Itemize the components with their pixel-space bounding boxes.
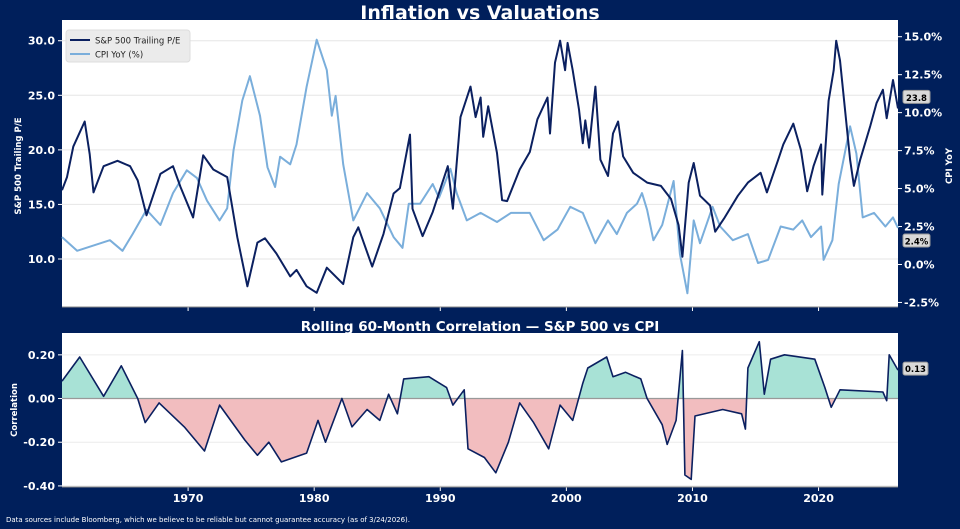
- legend-label: CPI YoY (%): [95, 51, 143, 61]
- y2-tick-label: 10.0%: [904, 107, 942, 120]
- top-chart: 10.0 15.0 20.0 25.0 30.0 -2.5% 0.0% 2.5% 5.0% 7.5…: [28, 20, 942, 311]
- y-tick-label: 30.0: [28, 35, 55, 48]
- bottom-chart: -0.40 -0.20 0.00 0.20 1970 1980 1990 2000 2010 20…: [23, 333, 929, 505]
- last-value-badge: [902, 233, 931, 248]
- top-y2-axis-label: CPI YoY: [945, 147, 955, 184]
- y-tick-label: 25.0: [28, 89, 55, 102]
- last-value-label: 2.4%: [905, 238, 929, 248]
- y2-tick-label: -2.5%: [904, 296, 939, 309]
- y-tick-label: 0.20: [28, 349, 55, 362]
- x-tick-label: 1980: [299, 492, 330, 505]
- x-tick-label: 2010: [677, 492, 708, 505]
- plot-area: [62, 20, 898, 307]
- legend-box: [65, 29, 191, 63]
- bottom-y-axis-label: Correlation: [10, 383, 20, 437]
- x-tick-label: 1970: [173, 492, 204, 505]
- y-tick-label: 20.0: [28, 144, 55, 157]
- legend-label: S&P 500 Trailing P/E: [95, 37, 180, 47]
- x-tick-label: 1990: [425, 492, 456, 505]
- legend: S&P 500 Trailing P/E CPI YoY (%): [65, 29, 191, 63]
- chart-title: Inflation vs Valuations: [360, 2, 599, 24]
- y2-tick-label: 7.5%: [904, 145, 935, 158]
- sp500-pe-line: [61, 39, 899, 294]
- cpi-yoy-line: [61, 38, 899, 295]
- bottom-chart-title: Rolling 60-Month Correlation — S&P 500 v…: [301, 319, 660, 335]
- y2-tick-label: 15.0%: [904, 31, 942, 44]
- y2-tick-label: 0.0%: [904, 258, 935, 271]
- last-value-label: 0.13: [905, 365, 926, 375]
- y-tick-label: 10.0: [28, 253, 55, 266]
- last-value-badge: [902, 361, 929, 376]
- y-tick-label: 15.0: [28, 198, 55, 211]
- y2-tick-label: 2.5%: [904, 221, 935, 234]
- correlation-line: [61, 340, 899, 481]
- positive-correlation-fill: [62, 341, 898, 399]
- y-tick-label: -0.40: [23, 480, 55, 493]
- x-tick-label: 2020: [803, 492, 834, 505]
- y2-tick-label: 12.5%: [904, 69, 942, 82]
- footer-disclaimer: Data sources include Bloomberg, which we…: [6, 516, 410, 524]
- x-tick-label: 2000: [551, 492, 582, 505]
- y-tick-label: -0.20: [23, 436, 55, 449]
- last-value-label: 23.8: [906, 94, 927, 104]
- y2-tick-label: 5.0%: [904, 183, 935, 196]
- top-y-axis-label: S&P 500 Trailing P/E: [14, 117, 24, 214]
- last-value-badge: [902, 89, 931, 104]
- negative-correlation-fill: [62, 398, 898, 480]
- y-tick-label: 0.00: [28, 393, 55, 406]
